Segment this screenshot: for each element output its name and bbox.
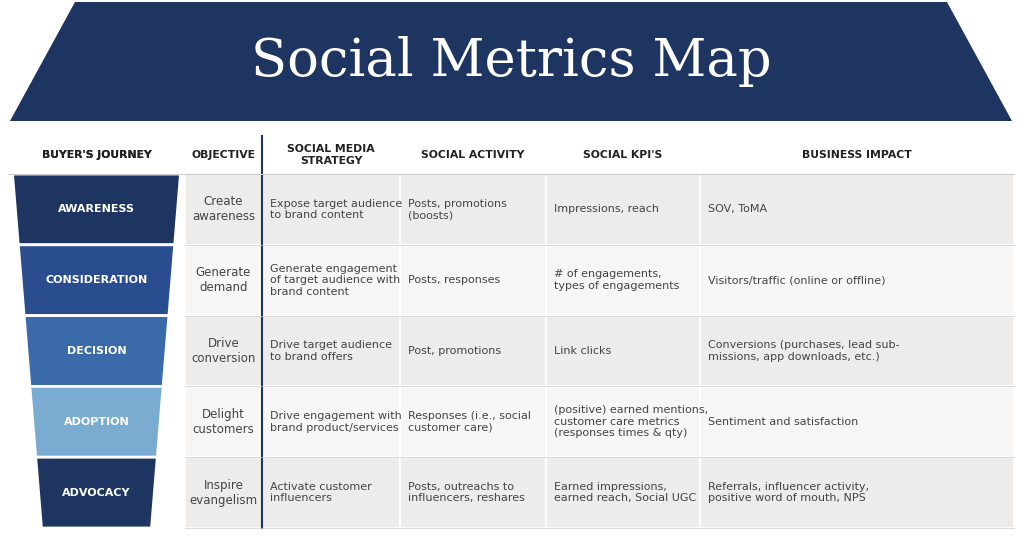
Bar — [400, 245, 546, 316]
Bar — [700, 457, 1014, 528]
Text: SOCIAL KPI'S: SOCIAL KPI'S — [584, 150, 662, 160]
Bar — [262, 457, 400, 528]
Bar — [546, 457, 700, 528]
Text: OBJECTIVE: OBJECTIVE — [191, 150, 256, 160]
Text: Generate engagement
of target audience with
brand content: Generate engagement of target audience w… — [270, 264, 401, 297]
Polygon shape — [25, 316, 169, 386]
Text: AWARENESS: AWARENESS — [58, 204, 135, 214]
Bar — [700, 174, 1014, 245]
Bar — [185, 245, 262, 316]
Text: Activate customer
influencers: Activate customer influencers — [270, 482, 372, 503]
Bar — [700, 316, 1014, 386]
Text: Inspire
evangelism: Inspire evangelism — [189, 479, 258, 507]
Text: SOCIAL MEDIA
STRATEGY: SOCIAL MEDIA STRATEGY — [287, 144, 375, 166]
Text: Referrals, influencer activity,
positive word of mouth, NPS: Referrals, influencer activity, positive… — [708, 482, 869, 503]
Bar — [400, 174, 546, 245]
Text: BUYER'S JOURNEY: BUYER'S JOURNEY — [42, 150, 151, 160]
Text: Post, promotions: Post, promotions — [408, 346, 501, 356]
Text: Responses (i.e., social
customer care): Responses (i.e., social customer care) — [408, 411, 531, 433]
Text: Create
awareness: Create awareness — [192, 196, 256, 224]
Text: # of engagements,
types of engagements: # of engagements, types of engagements — [554, 270, 680, 291]
Polygon shape — [30, 386, 164, 457]
Text: Drive engagement with
brand product/services: Drive engagement with brand product/serv… — [270, 411, 402, 433]
Text: Link clicks: Link clicks — [554, 346, 611, 356]
Text: ADOPTION: ADOPTION — [63, 417, 130, 427]
Text: DECISION: DECISION — [66, 346, 127, 356]
Text: SOCIAL ACTIVITY: SOCIAL ACTIVITY — [421, 150, 524, 160]
Polygon shape — [10, 2, 1012, 121]
Bar — [185, 457, 262, 528]
Text: Drive
conversion: Drive conversion — [191, 337, 256, 365]
Text: Conversions (purchases, lead sub-
missions, app downloads, etc.): Conversions (purchases, lead sub- missio… — [708, 340, 899, 362]
Text: CONSIDERATION: CONSIDERATION — [45, 275, 147, 285]
Bar — [546, 316, 700, 386]
Bar — [185, 316, 262, 386]
Bar — [185, 386, 262, 457]
Polygon shape — [12, 174, 181, 245]
Bar — [400, 457, 546, 528]
Bar — [262, 174, 400, 245]
Text: Posts, responses: Posts, responses — [408, 275, 500, 285]
Bar — [700, 245, 1014, 316]
Text: BUSINESS IMPACT: BUSINESS IMPACT — [802, 150, 912, 160]
Text: Visitors/traffic (online or offline): Visitors/traffic (online or offline) — [708, 275, 885, 285]
Text: Sentiment and satisfaction: Sentiment and satisfaction — [708, 417, 858, 427]
Text: Impressions, reach: Impressions, reach — [554, 204, 659, 214]
Bar — [262, 386, 400, 457]
Text: SOV, ToMA: SOV, ToMA — [708, 204, 768, 214]
Bar — [546, 174, 700, 245]
Text: (positive) earned mentions,
customer care metrics
(responses times & qty): (positive) earned mentions, customer car… — [554, 405, 708, 438]
Bar — [8, 136, 1014, 174]
Bar — [262, 316, 400, 386]
Bar — [400, 316, 546, 386]
Bar — [262, 245, 400, 316]
Bar — [8, 136, 185, 174]
Text: Social Metrics Map: Social Metrics Map — [250, 36, 772, 87]
Text: Delight
customers: Delight customers — [192, 408, 254, 436]
Text: Generate
demand: Generate demand — [196, 266, 251, 294]
Polygon shape — [36, 457, 157, 528]
Bar — [185, 174, 262, 245]
Text: Earned impressions,
earned reach, Social UGC: Earned impressions, earned reach, Social… — [554, 482, 696, 503]
Bar — [546, 245, 700, 316]
Bar — [400, 386, 546, 457]
Text: BUYER'S JOURNEY: BUYER'S JOURNEY — [42, 150, 151, 160]
Text: Posts, outreachs to
influencers, reshares: Posts, outreachs to influencers, reshare… — [408, 482, 525, 503]
Bar — [700, 386, 1014, 457]
Text: Drive target audience
to brand offers: Drive target audience to brand offers — [270, 340, 392, 362]
Text: Posts, promotions
(boosts): Posts, promotions (boosts) — [408, 199, 507, 220]
Text: Expose target audience
to brand content: Expose target audience to brand content — [270, 199, 403, 220]
Polygon shape — [18, 245, 175, 316]
Bar — [546, 386, 700, 457]
Text: ADVOCACY: ADVOCACY — [62, 488, 131, 497]
